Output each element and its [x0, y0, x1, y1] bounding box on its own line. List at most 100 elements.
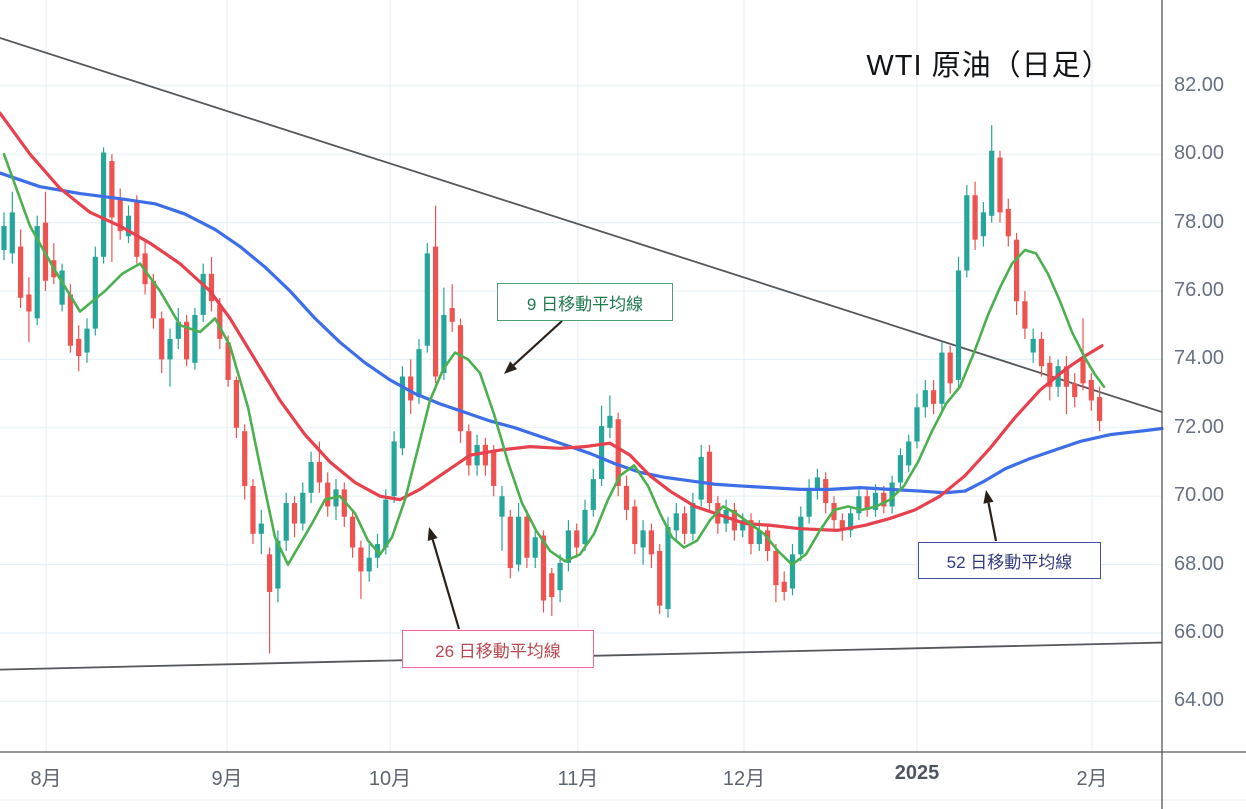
- candle-body: [441, 314, 447, 374]
- candle-body: [748, 520, 754, 545]
- candle-body: [906, 441, 912, 466]
- candle-body: [416, 349, 422, 398]
- candle-body: [540, 535, 547, 601]
- candle-body: [358, 547, 364, 572]
- ma26-callout-box: 26 日移動平均線: [402, 630, 594, 668]
- candle-body: [673, 513, 679, 531]
- candle-body: [897, 455, 903, 483]
- candle-body: [657, 550, 663, 606]
- candle-body: [773, 550, 779, 586]
- y-tick-label: 70.00: [1174, 484, 1225, 507]
- ma26-line: [0, 111, 1104, 533]
- candle-body: [939, 352, 945, 404]
- descending-resistance-trendline: [0, 37, 1163, 413]
- candle-body: [1063, 366, 1069, 387]
- candle-body: [167, 338, 173, 360]
- candle-body: [117, 198, 123, 232]
- candle-body: [582, 509, 588, 545]
- candle-body: [1, 226, 7, 250]
- candle-body: [524, 516, 530, 558]
- candle-body: [175, 321, 181, 339]
- candle-body: [1080, 359, 1086, 384]
- candle-body: [889, 482, 895, 507]
- candle-body: [26, 294, 32, 312]
- candle-body: [765, 530, 771, 551]
- candle-body: [242, 431, 248, 486]
- ma52-line: [0, 171, 1164, 495]
- candle-body: [823, 479, 829, 504]
- candle-body: [250, 485, 256, 534]
- candle-body: [922, 390, 928, 408]
- candle-body: [424, 253, 430, 346]
- candle-body: [1005, 208, 1011, 237]
- y-tick-label: 72.00: [1174, 415, 1225, 438]
- y-tick-label: 80.00: [1174, 142, 1225, 165]
- candle-body: [615, 419, 621, 486]
- candle-body: [225, 342, 231, 380]
- ma52-arrow-head: [983, 490, 994, 504]
- ma52-arrow-line: [987, 502, 998, 542]
- candle-body: [590, 479, 596, 510]
- candle-body: [449, 308, 455, 322]
- candle-body: [466, 431, 472, 466]
- candle-body: [499, 496, 505, 517]
- candle-body: [92, 256, 98, 329]
- ma9-arrow-line: [512, 320, 563, 367]
- x-tick-label: 8月: [30, 768, 62, 790]
- ma52-callout-box: 52 日移動平均線: [918, 542, 1101, 579]
- ma26-callout-label: 26 日移動平均線: [435, 641, 561, 661]
- candle-body: [101, 152, 107, 257]
- x-tick-label: 10月: [368, 768, 412, 790]
- candle-body: [283, 503, 289, 541]
- candle-body: [59, 270, 65, 305]
- candle-body: [18, 246, 24, 298]
- candle-body: [632, 506, 638, 545]
- candle-body: [366, 557, 372, 572]
- x-tick-label: 2025: [894, 762, 940, 784]
- candle-body: [648, 530, 654, 555]
- candle-body: [491, 451, 497, 486]
- candle-body: [781, 581, 787, 592]
- ma9-callout-box: 9 日移動平均線: [497, 283, 673, 321]
- candle-body: [964, 195, 970, 271]
- ma26-arrow-head: [427, 527, 438, 541]
- ma9-line: [2, 152, 1106, 566]
- candle-body: [84, 328, 90, 353]
- ma9-callout-label: 9 日移動平均線: [526, 294, 644, 314]
- candle-body: [482, 444, 488, 466]
- candle-body: [557, 562, 563, 591]
- ma52-callout-label: 52 日移動平均線: [946, 553, 1073, 572]
- x-tick-label: 2月: [1076, 768, 1108, 790]
- candle-body: [300, 492, 306, 524]
- candle-body: [1072, 383, 1078, 398]
- candle-body: [267, 554, 273, 592]
- candle-body: [640, 530, 646, 548]
- candle-body: [1088, 379, 1094, 401]
- candle-body: [789, 554, 796, 589]
- candle-body: [399, 376, 405, 449]
- candle-body: [1014, 239, 1020, 302]
- candle-body: [881, 492, 887, 507]
- candle-body: [931, 390, 937, 404]
- y-tick-label: 76.00: [1174, 279, 1225, 301]
- candle-body: [258, 523, 264, 534]
- y-tick-label: 68.00: [1174, 552, 1225, 575]
- candle-body: [67, 294, 73, 346]
- candle-body: [1038, 338, 1045, 367]
- candle-body: [192, 314, 198, 363]
- candle-body: [457, 325, 464, 432]
- y-tick-label: 78.00: [1174, 210, 1225, 233]
- x-tick-label: 11月: [557, 768, 599, 790]
- candle-body: [291, 503, 298, 524]
- candle-body: [184, 321, 190, 360]
- candle-body: [839, 520, 845, 531]
- candle-body: [159, 318, 165, 360]
- candle-body: [516, 516, 522, 565]
- candle-body: [574, 530, 580, 548]
- candle-body: [1030, 338, 1036, 353]
- candle-body: [980, 212, 986, 237]
- candle-body: [565, 530, 571, 563]
- candle-body: [690, 503, 696, 534]
